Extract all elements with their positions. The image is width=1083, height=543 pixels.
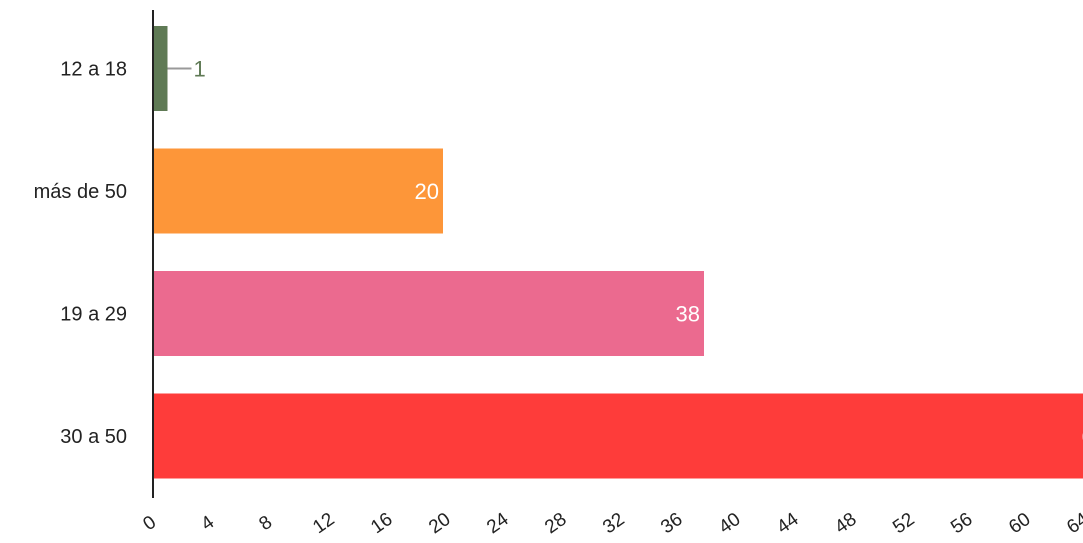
x-tick-label: 48 bbox=[831, 509, 860, 538]
x-tick-label: 16 bbox=[367, 509, 396, 538]
x-tick-label: 44 bbox=[773, 509, 803, 539]
data-label: 1 bbox=[194, 57, 206, 82]
x-tick-label: 32 bbox=[599, 509, 628, 538]
category-label: 30 a 50 bbox=[60, 426, 127, 448]
x-tick-label: 8 bbox=[255, 512, 276, 535]
x-tick-label: 0 bbox=[139, 512, 160, 535]
data-label: 20 bbox=[415, 179, 439, 204]
bar bbox=[153, 148, 443, 234]
x-tick-label: 28 bbox=[541, 509, 570, 538]
x-tick-label: 60 bbox=[1005, 509, 1034, 538]
bar bbox=[153, 393, 1083, 479]
x-tick-label: 24 bbox=[483, 509, 513, 539]
x-tick-label: 36 bbox=[657, 509, 686, 538]
category-label: más de 50 bbox=[34, 181, 127, 203]
category-label: 12 a 18 bbox=[60, 59, 127, 81]
category-label: 19 a 29 bbox=[60, 304, 127, 326]
bar bbox=[153, 271, 704, 356]
data-label: 66 bbox=[1082, 424, 1083, 449]
x-tick-label: 12 bbox=[309, 509, 338, 538]
x-tick-label: 40 bbox=[715, 509, 744, 538]
x-tick-label: 56 bbox=[947, 509, 976, 538]
x-tick-label: 20 bbox=[425, 509, 454, 538]
data-label: 38 bbox=[676, 302, 700, 327]
x-tick-label: 52 bbox=[889, 509, 918, 538]
x-tick-label: 64 bbox=[1063, 509, 1083, 539]
x-tick-label: 4 bbox=[197, 512, 218, 536]
bar bbox=[153, 26, 168, 111]
